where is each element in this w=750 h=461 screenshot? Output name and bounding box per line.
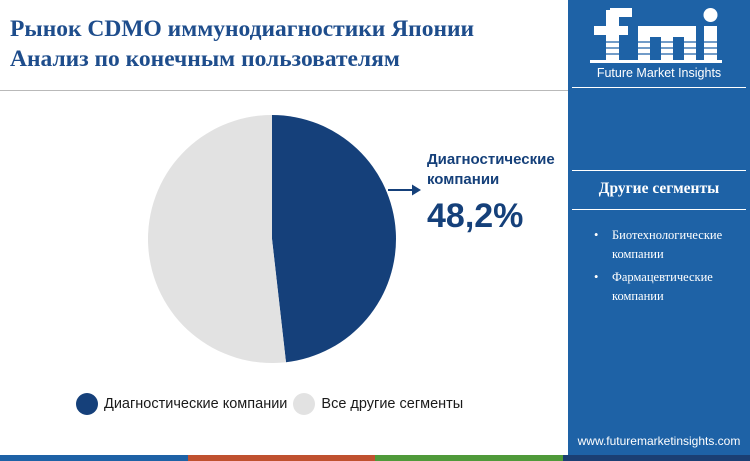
segment-label: Фармацевтические компании	[612, 270, 713, 303]
page-title: Рынок CDMO иммунодиагностики Японии Анал…	[10, 14, 560, 74]
segment-bullet: •	[594, 270, 599, 284]
fmi-logo	[588, 8, 730, 63]
title-divider	[0, 90, 568, 91]
legend-swatch-other	[293, 393, 316, 415]
segment-list: • Биотехнологические компании • Фармацев…	[594, 226, 744, 310]
sidebar-divider-top	[572, 87, 746, 88]
pie-chart	[147, 115, 421, 363]
bottom-bar-segment	[0, 455, 188, 461]
legend-item-diagnostic: Диагностические компании	[76, 393, 287, 415]
chart-legend: Диагностические компании Все другие сегм…	[76, 393, 469, 415]
website-url: www.futuremarketinsights.com	[577, 434, 741, 448]
title-line-1: Рынок CDMO иммунодиагностики Японии	[10, 16, 475, 42]
bottom-bar-segment	[375, 455, 563, 461]
bottom-bar-segment	[187, 455, 375, 461]
pie-slice-other	[147, 115, 286, 363]
segment-bullet: •	[594, 228, 599, 242]
segment-item-biotech: • Биотехнологические компании	[594, 226, 744, 264]
legend-swatch-diagnostic	[76, 393, 98, 415]
callout-label: Диагностические компании	[427, 151, 555, 188]
segment-item-pharma: • Фармацевтические компании	[594, 268, 744, 306]
brand-name: Future Market Insights	[596, 66, 722, 80]
legend-label-other: Все другие сегменты	[321, 396, 464, 412]
legend-item-other: Все другие сегменты	[293, 393, 463, 415]
sidebar: Future Market Insights Другие сегменты •…	[568, 0, 750, 455]
bottom-bar-segment	[562, 455, 750, 461]
callout-arrow	[388, 184, 421, 196]
main-panel: Рынок CDMO иммунодиагностики Японии Анал…	[0, 14, 568, 415]
sidebar-divider-heading-bottom	[572, 209, 746, 210]
title-line-2: Анализ по конечным пользователям	[10, 46, 400, 72]
sidebar-heading: Другие сегменты	[598, 180, 720, 197]
callout-value: 48,2%	[427, 197, 524, 235]
pie-slice-diagnostic	[272, 115, 396, 363]
bottom-color-bar	[0, 455, 750, 461]
segment-label: Биотехнологические компании	[612, 228, 723, 261]
legend-label-diagnostic: Диагностические компании	[104, 396, 288, 412]
sidebar-divider-heading-top	[572, 170, 746, 171]
